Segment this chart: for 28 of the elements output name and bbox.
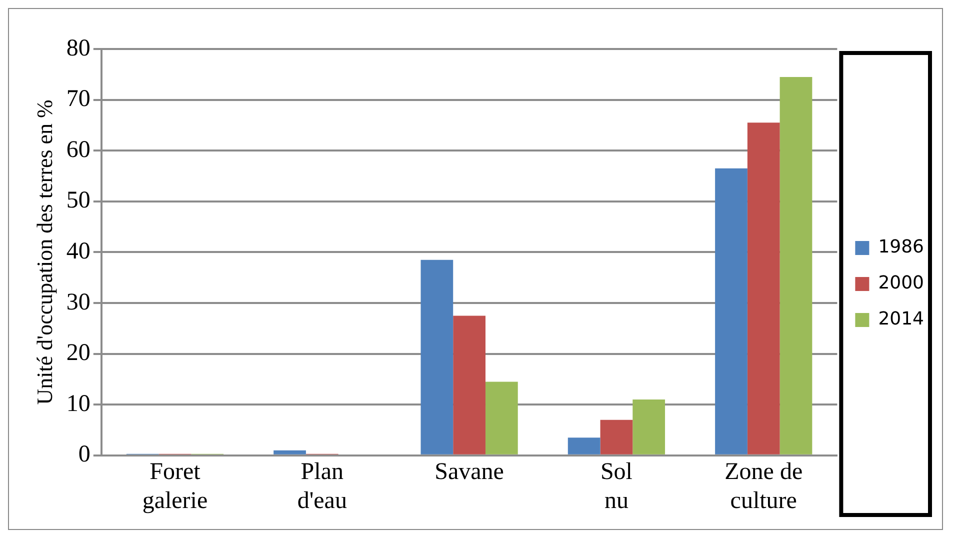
bar xyxy=(274,450,306,454)
legend-label: 1986 xyxy=(878,236,924,258)
bar xyxy=(715,168,748,454)
y-tick-label: 30 xyxy=(66,289,90,316)
x-tick-label: Zone de culture xyxy=(724,459,803,514)
bar xyxy=(632,400,666,454)
y-tick-label: 0 xyxy=(78,442,90,468)
bar xyxy=(600,420,633,454)
x-tick-label: Sol nu xyxy=(600,459,633,514)
y-tick-label: 80 xyxy=(66,35,90,62)
y-tick-label: 10 xyxy=(66,390,90,417)
x-tick-label: Plan d'eau xyxy=(297,459,347,514)
bar xyxy=(453,316,486,454)
y-tick-label: 60 xyxy=(66,136,90,163)
legend-label: 2000 xyxy=(878,272,924,294)
y-axis-title: Unité d'occupation des terres en % xyxy=(32,100,57,405)
x-tick-label: Savane xyxy=(434,459,504,486)
y-tick-label: 50 xyxy=(66,188,90,214)
bar xyxy=(485,382,518,454)
bar xyxy=(780,76,812,454)
legend-label: 2014 xyxy=(878,308,924,330)
bar xyxy=(747,122,780,454)
y-tick-label: 70 xyxy=(66,86,90,112)
y-tick-label: 20 xyxy=(66,340,90,366)
x-tick-label: Foret galerie xyxy=(142,459,208,514)
bar xyxy=(420,260,454,454)
bar xyxy=(568,438,600,454)
y-tick-label: 40 xyxy=(66,238,90,264)
